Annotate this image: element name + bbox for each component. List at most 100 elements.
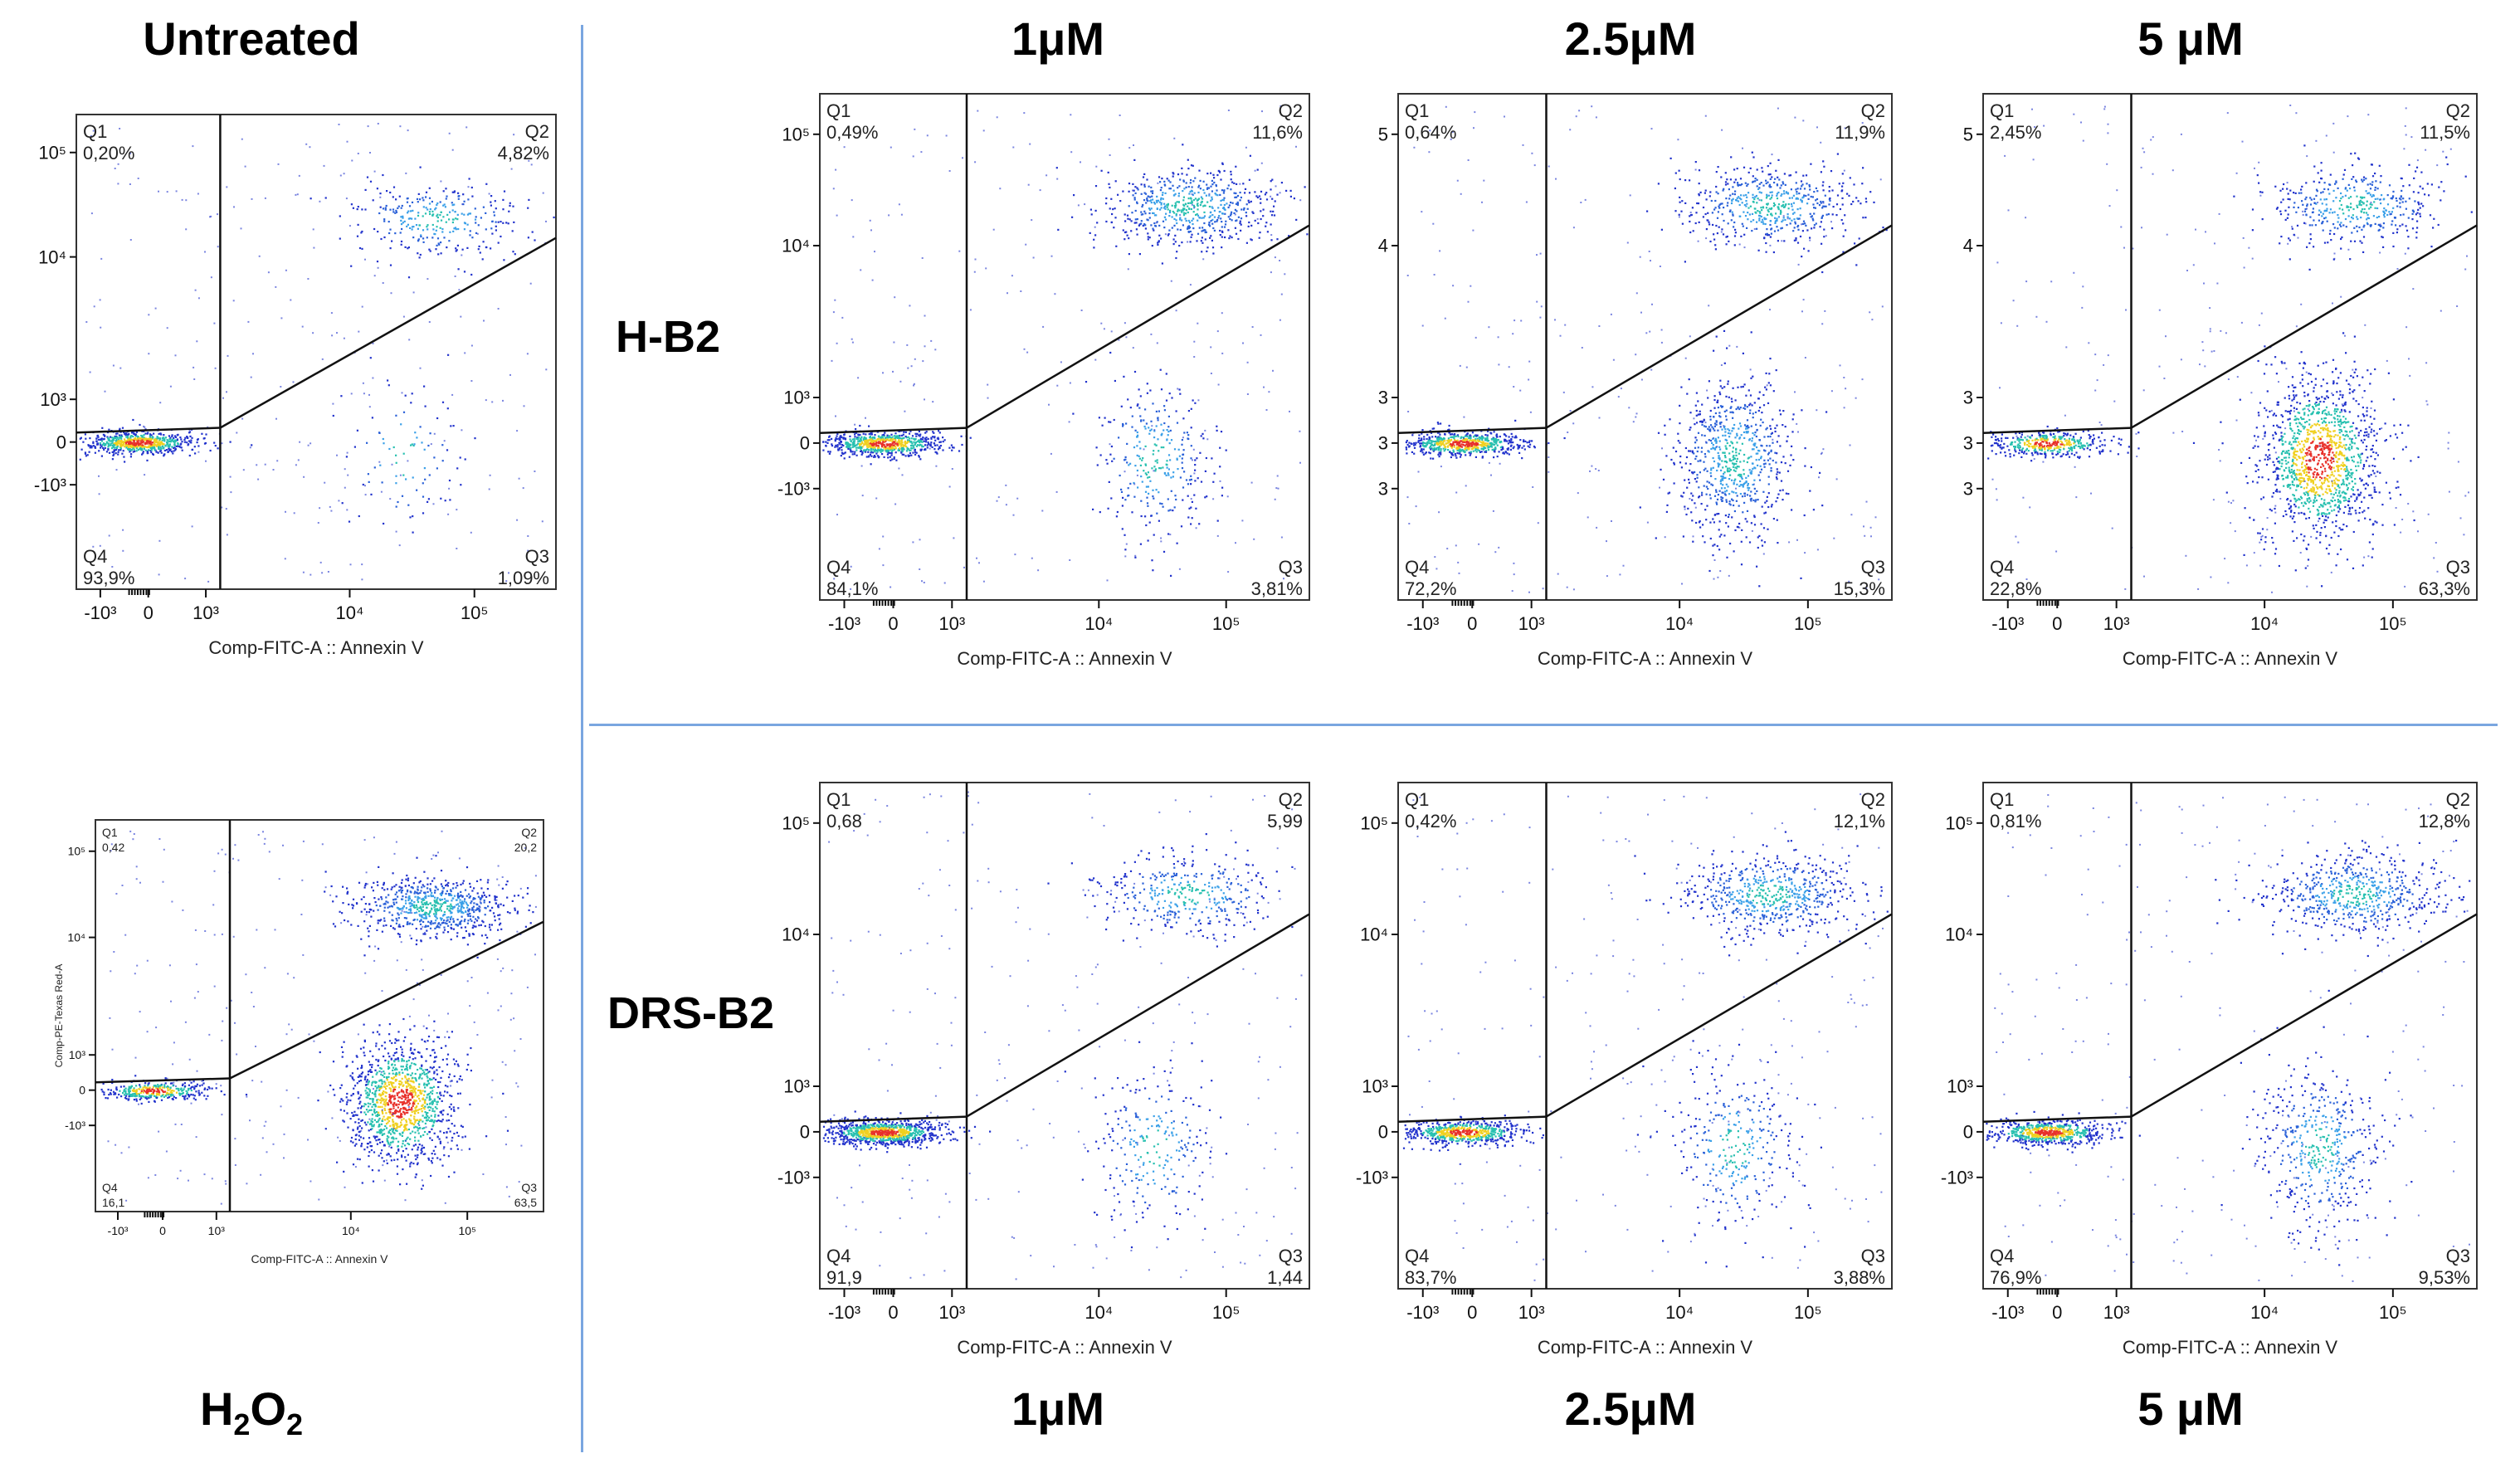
quadrant-label-q2: Q2 xyxy=(1861,789,1885,810)
x-tick-label: 10⁵ xyxy=(1794,613,1822,634)
x-axis-title: Comp-FITC-A :: Annexin V xyxy=(2123,1337,2338,1358)
x-tick-label: 10³ xyxy=(1518,613,1545,634)
x-axis-title: Comp-FITC-A :: Annexin V xyxy=(251,1252,389,1266)
x-tick-label: 0 xyxy=(1467,1302,1477,1323)
x-tick-label: 10³ xyxy=(938,1302,965,1323)
quadrant-value-q3: 3,88% xyxy=(1834,1267,1885,1288)
y-tick-label: 0 xyxy=(1963,1122,1973,1143)
quadrant-label-q2: Q2 xyxy=(2446,789,2470,810)
x-tick-label: 10³ xyxy=(938,613,965,634)
y-tick-label: 5 xyxy=(1378,124,1388,145)
quadrant-label-q3: Q3 xyxy=(1861,557,1885,578)
x-tick-label: -10³ xyxy=(828,1302,860,1323)
x-tick-label: 10⁴ xyxy=(1665,613,1694,634)
x-tick-label: 10³ xyxy=(208,1224,226,1237)
quadrant-label-q2: Q2 xyxy=(525,121,549,142)
quadrant-label-q3: Q3 xyxy=(521,1181,537,1194)
quadrant-gates xyxy=(819,783,1310,1289)
header-top-1um: 1μM xyxy=(1011,12,1105,65)
x-tick-label: 10³ xyxy=(2103,613,2130,634)
scatter-points xyxy=(1987,105,2473,593)
y-tick-label: 3 xyxy=(1378,433,1388,454)
quadrant-label-q2: Q2 xyxy=(1279,100,1303,121)
quadrant-gates xyxy=(1982,94,2478,600)
quadrant-value-q3: 1,44 xyxy=(1267,1267,1303,1288)
quadrant-label-q1: Q1 xyxy=(1990,789,2014,810)
y-tick-label: 0 xyxy=(800,433,810,454)
y-tick-label: 10³ xyxy=(1947,1076,1973,1097)
quadrant-label-q4: Q4 xyxy=(83,546,107,567)
scatter-points xyxy=(100,830,537,1205)
quadrant-label-q2: Q2 xyxy=(2446,100,2470,121)
x-axis-title: Comp-FITC-A :: Annexin V xyxy=(1538,648,1753,669)
quadrant-gates xyxy=(1397,94,1893,600)
quadrant-label-q2: Q2 xyxy=(1279,789,1303,810)
y-tick-label: 10³ xyxy=(69,1048,86,1061)
x-tick-label: 0 xyxy=(159,1224,166,1237)
quadrant-gates xyxy=(95,820,544,1212)
quadrant-value-q2: 4,82% xyxy=(498,143,549,163)
x-tick-label: 10⁴ xyxy=(342,1224,360,1237)
quadrant-value-q4: 72,2% xyxy=(1405,578,1456,599)
quadrant-value-q2: 12,8% xyxy=(2419,811,2470,832)
quadrant-value-q2: 11,9% xyxy=(1835,122,1885,143)
quadrant-value-q1: 0,49% xyxy=(826,122,878,143)
quadrant-label-q1: Q1 xyxy=(83,121,107,142)
quadrant-value-q1: 0,20% xyxy=(83,143,134,163)
y-tick-label: 10⁴ xyxy=(782,924,810,945)
quadrant-value-q3: 63,5 xyxy=(514,1196,537,1209)
y-tick-label: 10⁴ xyxy=(782,236,810,256)
y-tick-label: 10⁵ xyxy=(38,142,66,163)
y-tick-label: 3 xyxy=(1378,388,1388,408)
header-untreated: Untreated xyxy=(143,12,360,65)
quadrant-value-q4: 84,1% xyxy=(826,578,878,599)
y-tick-label: -10³ xyxy=(777,479,810,500)
x-tick-label: 10⁵ xyxy=(2379,613,2407,634)
quadrant-label-q3: Q3 xyxy=(2446,1246,2470,1266)
quadrant-value-q2: 12,1% xyxy=(1834,811,1885,832)
x-tick-label: 0 xyxy=(888,613,898,634)
plot-frame xyxy=(1397,782,1893,1290)
quadrant-value-q4: 76,9% xyxy=(1990,1267,2041,1288)
quadrant-value-q1: 2,45% xyxy=(1990,122,2041,143)
quadrant-label-q3: Q3 xyxy=(1279,1246,1303,1266)
quadrant-label-q2: Q2 xyxy=(521,826,537,839)
quadrant-value-q1: 0,64% xyxy=(1405,122,1456,143)
quadrant-label-q4: Q4 xyxy=(826,557,851,578)
quadrant-value-q3: 9,53% xyxy=(2419,1267,2470,1288)
quadrant-value-q1: 0,42 xyxy=(102,841,124,854)
y-tick-label: 10⁴ xyxy=(38,246,66,267)
quadrant-value-q3: 3,81% xyxy=(1251,578,1303,599)
plot-frame xyxy=(819,782,1310,1290)
scatter-points xyxy=(1405,105,1888,593)
y-tick-label: 10⁵ xyxy=(782,813,810,834)
header-bottom-1um: 1μM xyxy=(1011,1383,1105,1435)
scatter-points xyxy=(1402,793,1889,1281)
quadrant-label-q3: Q3 xyxy=(525,546,549,567)
quadrant-label-q4: Q4 xyxy=(1405,1246,1429,1266)
quadrant-value-q3: 15,3% xyxy=(1834,578,1885,599)
quadrant-label-q4: Q4 xyxy=(102,1181,118,1194)
quadrant-value-q1: 0,68 xyxy=(826,811,862,832)
x-tick-label: -10³ xyxy=(84,602,116,623)
x-axis-title: Comp-FITC-A :: Annexin V xyxy=(2123,648,2338,669)
header-top-2-5um: 2.5μM xyxy=(1564,12,1697,65)
x-tick-label: -10³ xyxy=(1991,613,2024,634)
x-axis-title: Comp-FITC-A :: Annexin V xyxy=(208,637,424,658)
x-tick-label: -10³ xyxy=(1991,1302,2024,1323)
x-axis-title: Comp-FITC-A :: Annexin V xyxy=(1538,1337,1753,1358)
y-tick-label: -10³ xyxy=(777,1168,810,1188)
quadrant-value-q3: 1,09% xyxy=(498,568,549,588)
quadrant-label-q4: Q4 xyxy=(826,1246,851,1266)
quadrant-label-q1: Q1 xyxy=(826,100,851,121)
y-tick-label: 0 xyxy=(1378,1122,1388,1143)
quadrant-gates xyxy=(1397,783,1893,1289)
vertical-divider xyxy=(581,25,583,1452)
x-tick-label: 10⁴ xyxy=(1085,1302,1113,1323)
row-label-hb2: H-B2 xyxy=(616,312,721,362)
x-tick-label: 10⁴ xyxy=(1085,613,1113,634)
